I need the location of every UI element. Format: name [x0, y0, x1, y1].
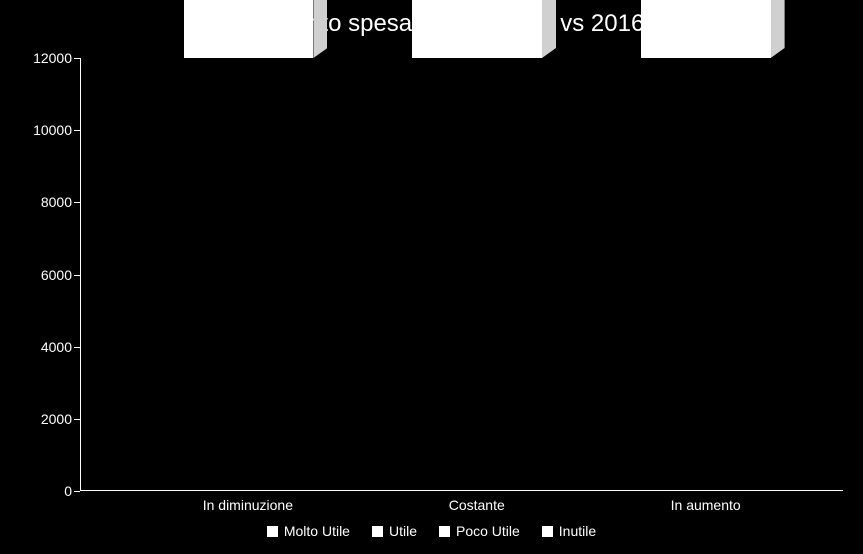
y-tick-label: 4000 — [41, 339, 72, 355]
y-tick-label: 6000 — [41, 267, 72, 283]
x-axis-label: Costante — [449, 497, 505, 513]
legend: Molto Utile Utile Poco Utile Inutile — [20, 523, 843, 539]
legend-swatch — [439, 526, 450, 537]
x-axis-labels: In diminuzione Costante In aumento — [80, 491, 843, 519]
bar-side — [771, 0, 785, 58]
chart-container: Andamento spesa in R&S 2017 vs 2016 0200… — [0, 0, 863, 554]
legend-swatch — [267, 526, 278, 537]
x-axis-label: In aumento — [671, 497, 741, 513]
bar-side — [542, 0, 556, 58]
legend-item: Poco Utile — [439, 523, 520, 539]
legend-label: Utile — [389, 523, 417, 539]
legend-item: Utile — [372, 523, 417, 539]
plot-row: 020004000600080001000012000 — [20, 58, 843, 491]
legend-swatch — [542, 526, 553, 537]
legend-label: Poco Utile — [456, 523, 520, 539]
legend-item: Molto Utile — [267, 523, 350, 539]
plot-area — [80, 58, 843, 491]
x-axis-label: In diminuzione — [203, 497, 293, 513]
bar-side — [313, 0, 327, 58]
y-tick-label: 0 — [64, 483, 72, 499]
bar-front — [184, 0, 314, 58]
legend-item: Inutile — [542, 523, 596, 539]
y-tick-label: 2000 — [41, 411, 72, 427]
y-tick-label: 8000 — [41, 194, 72, 210]
x-axis-row: In diminuzione Costante In aumento — [20, 491, 843, 519]
legend-swatch — [372, 526, 383, 537]
bar-front — [641, 0, 771, 58]
y-axis: 020004000600080001000012000 — [20, 58, 80, 491]
y-tick-label: 10000 — [33, 122, 72, 138]
legend-label: Inutile — [559, 523, 596, 539]
bar-front — [412, 0, 542, 58]
y-tick-label: 12000 — [33, 50, 72, 66]
legend-label: Molto Utile — [284, 523, 350, 539]
